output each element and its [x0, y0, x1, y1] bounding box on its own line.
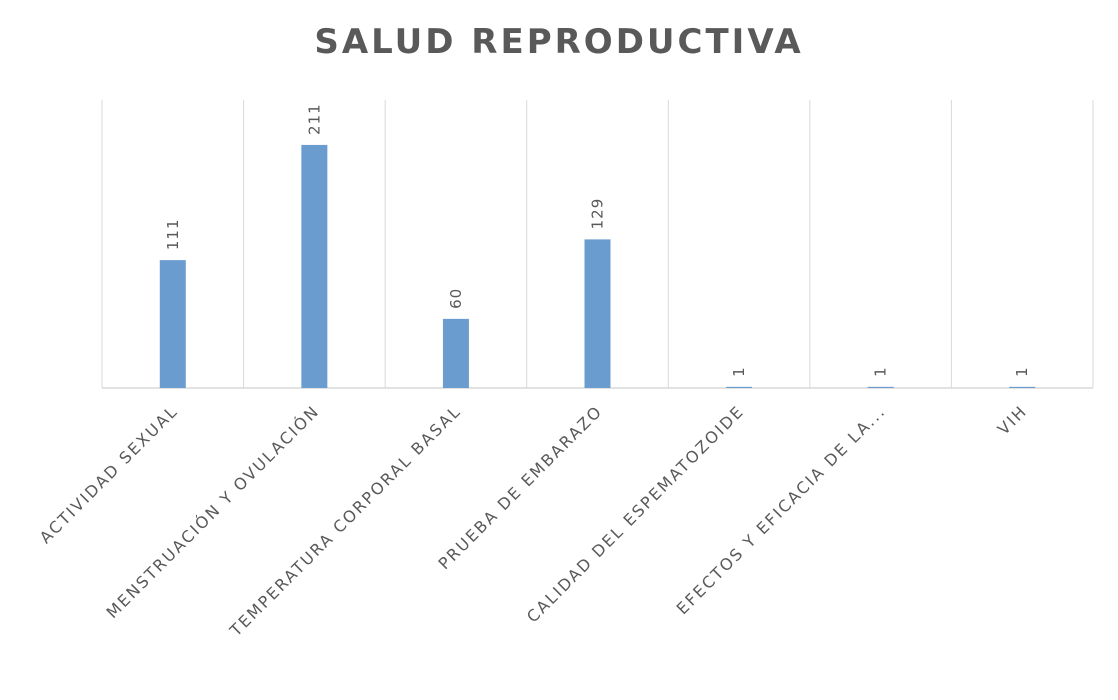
- bar: [867, 386, 894, 388]
- bar: [726, 386, 753, 388]
- category-tick-label: CALIDAD DEL ESPEMATOZOIDE: [523, 401, 748, 626]
- bar: [584, 239, 611, 388]
- data-label: 129: [589, 198, 607, 230]
- category-tick-label: TEMPERATURA CORPORAL BASAL: [225, 401, 464, 640]
- data-label: 60: [447, 288, 465, 309]
- bar-layer: [159, 144, 1036, 388]
- data-label: 1: [1013, 366, 1031, 377]
- data-label: 1: [730, 366, 748, 377]
- category-tick-label: ACTIVIDAD SEXUAL: [36, 401, 182, 547]
- data-label: 1: [872, 366, 890, 377]
- category-tick-label: PRUEBA DE EMBARAZO: [435, 401, 607, 573]
- bar: [442, 318, 469, 388]
- data-label: 211: [305, 103, 323, 135]
- data-label: 111: [164, 218, 182, 250]
- category-tick-label: VIH: [994, 401, 1031, 438]
- chart-title: SALUD REPRODUCTIVA: [314, 22, 804, 62]
- bar: [1009, 386, 1036, 388]
- bar: [159, 260, 186, 388]
- bar: [301, 144, 328, 388]
